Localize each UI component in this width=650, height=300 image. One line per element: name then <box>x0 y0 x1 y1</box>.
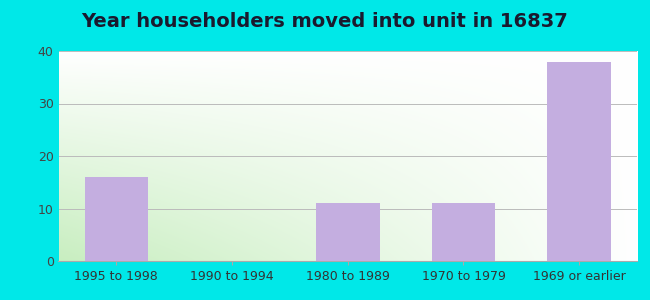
Bar <box>84 177 148 261</box>
Text: Year householders moved into unit in 16837: Year householders moved into unit in 168… <box>82 12 568 31</box>
Bar <box>316 203 380 261</box>
Bar <box>547 61 611 261</box>
Bar <box>432 203 495 261</box>
